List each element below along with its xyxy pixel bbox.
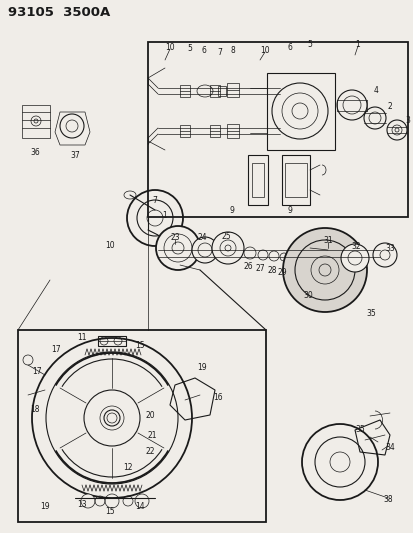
Text: 9: 9: [229, 206, 234, 214]
Bar: [180, 125, 190, 137]
Circle shape: [340, 244, 368, 272]
Circle shape: [243, 247, 255, 259]
Text: 10: 10: [165, 43, 174, 52]
Circle shape: [268, 251, 278, 261]
Bar: [226, 83, 238, 97]
Polygon shape: [284, 163, 306, 197]
Text: 19: 19: [40, 503, 50, 512]
Text: 20: 20: [145, 410, 154, 419]
Bar: [147, 42, 407, 217]
Text: 9: 9: [287, 206, 292, 214]
Text: 11: 11: [77, 334, 87, 343]
Text: 2: 2: [387, 101, 392, 110]
Text: 15: 15: [105, 506, 114, 515]
Text: 7: 7: [217, 47, 222, 56]
Circle shape: [81, 494, 95, 508]
Text: 7: 7: [152, 196, 157, 205]
Text: 3: 3: [405, 116, 409, 125]
Bar: [209, 85, 219, 97]
Bar: [180, 85, 190, 97]
Text: 19: 19: [197, 362, 206, 372]
Circle shape: [279, 253, 287, 261]
Text: 10: 10: [259, 45, 269, 54]
Text: 8: 8: [230, 45, 235, 54]
Text: 1: 1: [355, 39, 359, 49]
Text: 10: 10: [105, 240, 114, 249]
Circle shape: [192, 237, 218, 263]
Text: 38: 38: [382, 496, 392, 505]
Bar: [209, 125, 219, 137]
Circle shape: [135, 494, 149, 508]
Text: 18: 18: [30, 406, 40, 415]
Text: 15: 15: [135, 341, 145, 350]
Text: 5: 5: [307, 39, 312, 49]
Text: 32: 32: [350, 241, 360, 251]
Text: 33: 33: [384, 244, 394, 253]
Circle shape: [282, 228, 366, 312]
Circle shape: [257, 250, 267, 260]
Circle shape: [156, 226, 199, 270]
Circle shape: [211, 232, 243, 264]
Text: 4: 4: [373, 85, 377, 94]
Text: 28: 28: [267, 265, 276, 274]
Text: 6: 6: [201, 45, 206, 54]
Text: 16: 16: [213, 393, 222, 402]
Bar: [18, 330, 266, 522]
Text: 5: 5: [187, 44, 192, 52]
Bar: [226, 124, 238, 138]
Text: 22: 22: [145, 448, 154, 456]
Text: 37: 37: [70, 150, 80, 159]
Text: 6: 6: [287, 43, 292, 52]
Bar: [98, 336, 126, 346]
Text: 93105  3500A: 93105 3500A: [8, 6, 110, 19]
Text: 14: 14: [135, 503, 145, 512]
Text: 17: 17: [32, 367, 42, 376]
Polygon shape: [252, 163, 263, 197]
Text: 23: 23: [170, 232, 179, 241]
Text: 35: 35: [354, 425, 364, 434]
Text: 17: 17: [51, 344, 61, 353]
Text: 13: 13: [77, 500, 87, 510]
Bar: [218, 86, 225, 96]
Text: 36: 36: [30, 148, 40, 157]
Circle shape: [372, 243, 396, 267]
Text: 21: 21: [147, 431, 157, 440]
Text: 25: 25: [221, 231, 230, 240]
Text: 35: 35: [365, 309, 375, 318]
Text: 27: 27: [254, 263, 264, 272]
Text: 34: 34: [384, 442, 394, 451]
Text: 26: 26: [242, 262, 252, 271]
Text: 30: 30: [302, 290, 312, 300]
Text: 29: 29: [277, 268, 286, 277]
Text: 24: 24: [197, 232, 206, 241]
Text: 1: 1: [162, 211, 167, 220]
Text: 31: 31: [323, 236, 332, 245]
Text: 12: 12: [123, 464, 133, 472]
